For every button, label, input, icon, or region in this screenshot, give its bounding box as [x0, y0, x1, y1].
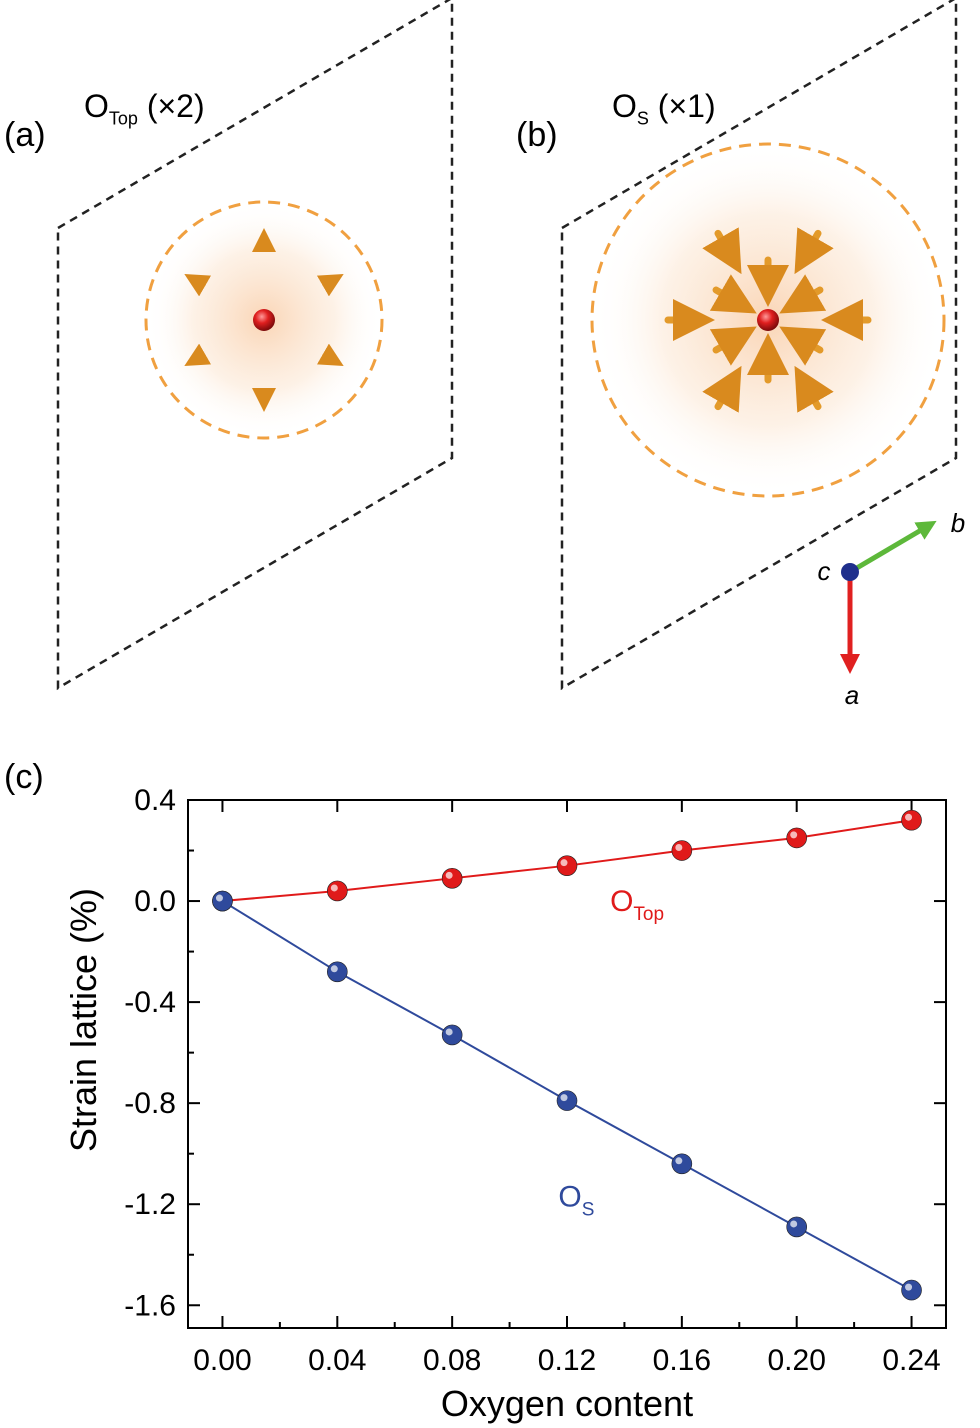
displacement-arrows	[664, 227, 872, 413]
displacement-arrow	[316, 274, 344, 297]
strain-field-circle	[590, 142, 946, 498]
axis-a-label: a	[845, 680, 859, 710]
y-tick-label: -1.6	[124, 1289, 176, 1322]
y-tick-label: -0.4	[124, 986, 176, 1019]
x-tick-label: 0.16	[653, 1344, 711, 1377]
data-point-highlight	[675, 844, 683, 852]
x-tick-label: 0.12	[538, 1344, 596, 1377]
data-point-highlight	[790, 831, 798, 839]
data-point-highlight	[330, 965, 338, 973]
data-point-0	[786, 827, 807, 849]
plot-frame	[187, 799, 947, 1329]
series-label-0: OTop	[610, 885, 664, 925]
data-point-1	[786, 1216, 807, 1238]
axis-b-label: b	[951, 508, 965, 538]
lattice-axes-indicator: a b c	[818, 508, 966, 710]
data-point-highlight	[215, 894, 223, 902]
displacement-arrow	[709, 274, 757, 314]
structure-a	[56, 0, 454, 691]
data-point-1	[901, 1279, 922, 1301]
data-point-highlight	[675, 1157, 683, 1165]
data-point-highlight	[905, 813, 913, 821]
data-point-1	[212, 890, 233, 912]
displacement-arrows	[184, 228, 344, 412]
displacement-arrow	[779, 326, 827, 366]
x-tick-label: 0.00	[193, 1344, 251, 1377]
panel-label-a: (a)	[4, 116, 46, 154]
panel-title-a: OTop (×2)	[84, 88, 205, 129]
data-point-0	[327, 880, 348, 902]
axis-c-label: c	[818, 556, 831, 586]
x-axis-label: Oxygen content	[441, 1383, 693, 1424]
structure-panels: a b c	[56, 0, 966, 710]
data-point-0	[556, 855, 578, 876]
panel-label-c: (c)	[4, 758, 44, 796]
x-tick-label: 0.20	[768, 1344, 826, 1377]
data-point-highlight	[560, 859, 568, 867]
data-point-highlight	[330, 884, 338, 892]
displacement-arrow	[794, 365, 834, 413]
y-tick-label: 0.4	[134, 784, 176, 817]
displacement-arrow	[316, 343, 344, 366]
y-axis-label: Strain lattice (%)	[63, 888, 104, 1152]
x-tick-label: 0.04	[308, 1344, 366, 1377]
plot-border	[187, 799, 947, 1329]
y-tick-label: 0.0	[134, 885, 176, 918]
y-tick-label: -0.8	[124, 1087, 176, 1120]
data-point-highlight	[905, 1283, 913, 1291]
panel-title-b: OS (×1)	[612, 88, 716, 129]
series-labels: OTop OS	[558, 885, 664, 1221]
structure-b	[560, 0, 958, 691]
x-tick-label: 0.24	[882, 1344, 940, 1377]
displacement-arrow	[709, 326, 757, 366]
y-tick-label: -1.2	[124, 1188, 176, 1221]
displacement-arrow	[702, 365, 742, 413]
data-point-highlight	[445, 1028, 453, 1036]
series-lines	[221, 819, 913, 1291]
data-point-0	[441, 868, 463, 889]
oxygen-atom	[253, 309, 275, 331]
data-point-1	[556, 1090, 578, 1111]
data-point-1	[671, 1153, 693, 1175]
data-point-0	[901, 809, 922, 831]
data-point-highlight	[445, 871, 453, 879]
displacement-arrow	[702, 227, 742, 275]
axis-c-dot	[841, 563, 859, 581]
unit-cell-frame	[560, 0, 958, 691]
unit-cell-frame	[56, 0, 454, 691]
displacement-arrow	[184, 273, 212, 297]
axis-ticks: 0.00 0.04 0.08 0.12 0.16 0.20 0.24 0.4 0.0 -0.4 -0…	[124, 784, 946, 1377]
data-point-1	[441, 1024, 463, 1046]
data-point-0	[671, 840, 693, 861]
strain-field-circle	[144, 200, 384, 440]
displacement-arrow	[184, 343, 212, 367]
data-point-highlight	[560, 1094, 568, 1102]
data-point-1	[327, 961, 348, 983]
series-points	[212, 809, 922, 1301]
oxygen-atom	[757, 309, 779, 331]
displacement-arrow	[794, 227, 834, 275]
x-tick-label: 0.08	[423, 1344, 481, 1377]
series-label-1: OS	[558, 1181, 594, 1221]
data-point-highlight	[790, 1220, 798, 1228]
displacement-arrow	[779, 274, 827, 314]
panel-label-b: (b)	[516, 116, 558, 154]
axis-b-arrow	[848, 520, 937, 575]
